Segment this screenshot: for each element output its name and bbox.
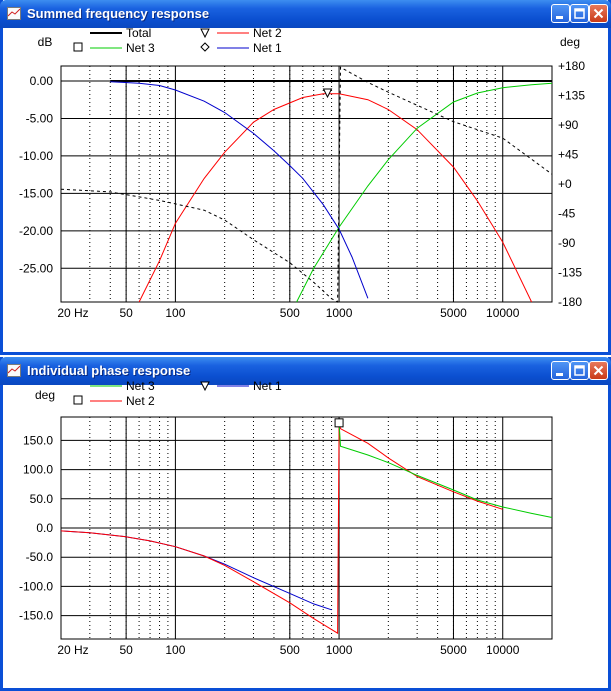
legend-symbol bbox=[200, 381, 210, 392]
title-bar[interactable]: Individual phase response bbox=[0, 357, 611, 385]
close-button[interactable] bbox=[589, 361, 608, 380]
x-tick-label: 5000 bbox=[440, 306, 467, 320]
x-tick-label: 50 bbox=[119, 306, 133, 320]
individual-phase-chart: 150.0 100.0 50.0 0.0 -50.0 -100.0 -150.0 20 Hz 5… bbox=[19, 379, 553, 657]
chart-icon bbox=[7, 7, 21, 20]
y-axis-label: dB bbox=[38, 35, 53, 49]
y2-tick-label: +0 bbox=[558, 177, 572, 191]
maximize-button[interactable] bbox=[570, 361, 589, 380]
plot-frame bbox=[60, 416, 553, 640]
window-title: Summed frequency response bbox=[27, 6, 210, 21]
y2-tick-label: -90 bbox=[558, 236, 576, 250]
y-axis-label: deg bbox=[35, 388, 55, 402]
x-tick-label: 1000 bbox=[326, 306, 353, 320]
y-tick-label: 100.0 bbox=[23, 463, 53, 477]
y-tick-label: -150.0 bbox=[19, 609, 53, 623]
y-tick-label: 150.0 bbox=[23, 433, 53, 447]
y2-tick-label: +90 bbox=[558, 118, 579, 132]
legend-symbol bbox=[73, 42, 83, 52]
y-tick-label: -25.00 bbox=[19, 261, 53, 275]
series-line-net-3 bbox=[338, 422, 553, 518]
y-tick-label: -50.0 bbox=[26, 550, 54, 564]
y-tick-label: -5.00 bbox=[26, 111, 54, 125]
series-line-net-1 bbox=[110, 81, 369, 299]
y2-tick-label: -45 bbox=[558, 207, 576, 221]
individual-phase-window: Individual phase response 150.0 100.0 50.0… bbox=[0, 357, 611, 691]
x-tick-label: 5000 bbox=[440, 643, 467, 657]
close-button[interactable] bbox=[589, 4, 608, 23]
y2-tick-label: -180 bbox=[558, 295, 582, 309]
minimize-button[interactable] bbox=[551, 361, 570, 380]
x-tick-label: 10000 bbox=[486, 306, 520, 320]
legend-symbol bbox=[200, 28, 210, 39]
y-tick-label: -100.0 bbox=[19, 579, 53, 593]
maximize-button[interactable] bbox=[570, 4, 589, 23]
y2-tick-label: +135 bbox=[558, 89, 585, 103]
series-line-net-1 bbox=[60, 530, 332, 611]
x-tick-label: 20 Hz bbox=[57, 306, 88, 320]
plot-frame bbox=[60, 65, 553, 303]
series-line-phase bbox=[60, 66, 553, 303]
x-tick-label: 20 Hz bbox=[57, 643, 88, 657]
legend-label: Total bbox=[126, 26, 151, 40]
y2-axis-label: deg bbox=[560, 35, 580, 49]
summed-frequency-window: Summed frequency response 0.00 -5.00 -10.0… bbox=[0, 0, 611, 355]
legend-label: Net 1 bbox=[253, 379, 282, 393]
legend-label: Net 2 bbox=[253, 26, 282, 40]
legend-label: Net 3 bbox=[126, 41, 155, 55]
x-tick-label: 50 bbox=[119, 643, 133, 657]
y-tick-label: -10.00 bbox=[19, 149, 53, 163]
summed-frequency-chart: 0.00 -5.00 -10.00 -15.00 -20.00 -25.00 +180 +13… bbox=[19, 26, 585, 320]
legend-label: Net 2 bbox=[126, 394, 155, 408]
series-line-net-2 bbox=[60, 422, 503, 635]
series-line-net-3 bbox=[296, 82, 553, 303]
legend-label: Net 3 bbox=[126, 379, 155, 393]
minimize-button[interactable] bbox=[551, 4, 570, 23]
x-tick-label: 100 bbox=[165, 643, 185, 657]
window-title: Individual phase response bbox=[27, 363, 191, 378]
series-line-net-2 bbox=[138, 93, 533, 303]
series-marker bbox=[334, 418, 344, 428]
y2-tick-label: +180 bbox=[558, 59, 585, 73]
x-tick-label: 500 bbox=[280, 643, 300, 657]
y-tick-label: 50.0 bbox=[30, 492, 54, 506]
x-tick-label: 500 bbox=[280, 306, 300, 320]
title-bar[interactable]: Summed frequency response bbox=[0, 0, 611, 28]
x-tick-label: 1000 bbox=[326, 643, 353, 657]
y-tick-label: -20.00 bbox=[19, 224, 53, 238]
chart-icon bbox=[7, 364, 21, 377]
x-tick-label: 100 bbox=[165, 306, 185, 320]
series-marker bbox=[322, 88, 333, 99]
legend-symbol bbox=[73, 395, 83, 405]
y2-tick-label: -135 bbox=[558, 266, 582, 280]
y-tick-label: 0.00 bbox=[30, 74, 54, 88]
y2-tick-label: +45 bbox=[558, 148, 579, 162]
legend-symbol bbox=[200, 42, 210, 52]
y-tick-label: 0.0 bbox=[36, 521, 53, 535]
legend-label: Net 1 bbox=[253, 41, 282, 55]
x-tick-label: 10000 bbox=[486, 643, 520, 657]
y-tick-label: -15.00 bbox=[19, 186, 53, 200]
